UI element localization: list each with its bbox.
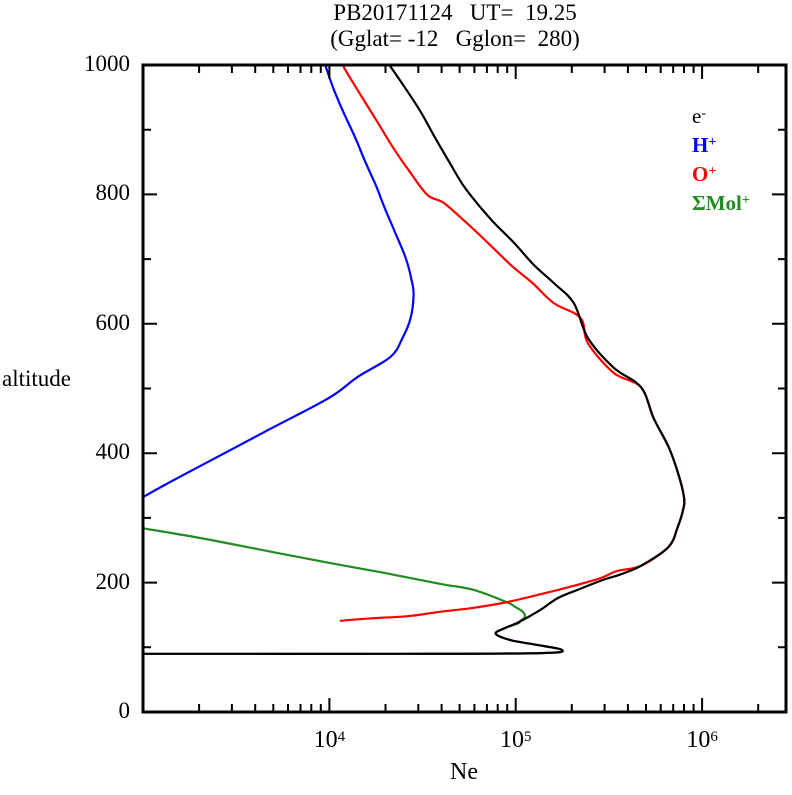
plot-frame	[141, 63, 788, 714]
y-tick-label-1000: 1000	[84, 51, 130, 76]
y-tick-label-0: 0	[118, 698, 131, 723]
axis-ticks	[143, 64, 786, 713]
y-tick-label-400: 400	[95, 439, 131, 465]
legend-item-O: O+	[692, 162, 717, 186]
legend-item-e: e-	[692, 104, 706, 128]
x-tick-label-10e6: 106	[686, 727, 718, 753]
x-axis-label: Ne	[450, 759, 478, 785]
y-tick-label-800: 800	[95, 180, 131, 206]
series-o-plus-curve	[339, 63, 686, 622]
legend-item-sigma-Mol: ΣMol+	[692, 191, 750, 215]
x-tick-label-10e5: 105	[499, 727, 532, 753]
series-e-minus-curve	[141, 63, 686, 655]
y-tick-label-200: 200	[95, 568, 131, 594]
y-axis-label: altitude	[2, 366, 71, 391]
plot-title: PB20171124 UT= 19.25	[333, 0, 577, 25]
series-h-plus-curve	[141, 63, 415, 499]
y-tick-label-600: 600	[95, 309, 131, 335]
legend-item-H: H+	[692, 133, 717, 157]
series-mol-plus-curve	[141, 527, 564, 655]
legend: e- H+ O+ ΣMol+	[692, 99, 750, 215]
x-tick-label-10e4: 104	[313, 727, 346, 753]
plot-subtitle: (Gglat= -12 Gglon= 280)	[330, 26, 580, 51]
